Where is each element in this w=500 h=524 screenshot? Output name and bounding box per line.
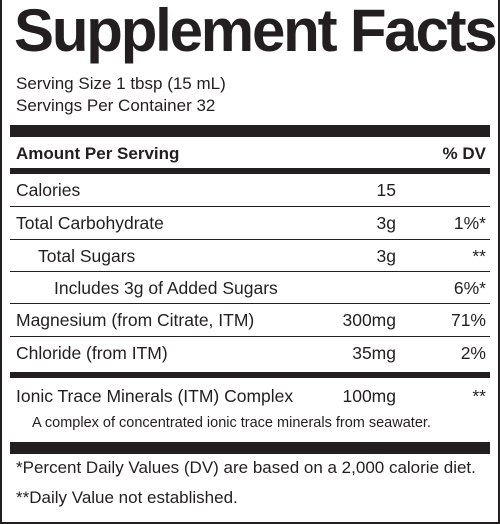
header-row: Amount Per Serving % DV xyxy=(10,138,490,170)
nutrient-row-total-sugars: Total Sugars 3g ** xyxy=(10,240,490,272)
nutrient-name: Total Carbohydrate xyxy=(16,213,164,233)
nutrient-row-total-carbohydrate: Total Carbohydrate 3g 1%* xyxy=(10,207,490,239)
thick-divider xyxy=(10,442,490,454)
dv-header-label: % DV xyxy=(442,144,486,163)
row-divider xyxy=(10,336,490,337)
medium-divider xyxy=(10,372,490,378)
nutrient-amount: 300mg xyxy=(342,310,396,330)
nutrient-dv: 1%* xyxy=(453,213,486,233)
nutrient-name: Magnesium (from Citrate, ITM) xyxy=(16,310,255,330)
amount-per-serving-label: Amount Per Serving xyxy=(16,144,180,163)
row-divider xyxy=(10,206,490,207)
nutrient-dv: 71% xyxy=(450,310,486,330)
nutrient-amount: 35mg xyxy=(352,343,396,363)
row-divider xyxy=(10,239,490,240)
complex-amount: 100mg xyxy=(342,386,396,406)
nutrient-dv: 6%* xyxy=(453,278,486,298)
serving-size: Serving Size 1 tbsp (15 mL) xyxy=(16,74,226,93)
complex-name: Ionic Trace Minerals (ITM) Complex xyxy=(16,386,294,406)
nutrient-dv: ** xyxy=(472,246,486,266)
row-divider xyxy=(10,271,490,272)
footnote-not-established: **Daily Value not established. xyxy=(16,488,238,507)
nutrient-row-magnesium: Magnesium (from Citrate, ITM) 300mg 71% xyxy=(10,304,490,336)
panel-title: Supplement Facts xyxy=(14,0,498,64)
nutrient-row-itm-complex: Ionic Trace Minerals (ITM) Complex 100mg… xyxy=(10,380,490,412)
footnote-daily-value: *Percent Daily Values (DV) are based on … xyxy=(16,458,476,477)
row-divider xyxy=(10,303,490,304)
nutrient-row-added-sugars: Includes 3g of Added Sugars 6%* xyxy=(10,272,490,304)
nutrient-dv: 2% xyxy=(460,343,486,363)
servings-per-container: Servings Per Container 32 xyxy=(16,96,216,115)
nutrient-name: Total Sugars xyxy=(38,246,136,266)
nutrient-name: Calories xyxy=(16,180,81,200)
nutrient-name: Chloride (from ITM) xyxy=(16,343,168,363)
thick-divider xyxy=(10,125,490,137)
nutrient-name: Includes 3g of Added Sugars xyxy=(54,278,278,298)
complex-dv: ** xyxy=(472,386,486,406)
nutrient-amount: 15 xyxy=(376,180,396,200)
medium-divider xyxy=(10,168,490,174)
nutrient-amount: 3g xyxy=(376,213,396,233)
nutrient-row-calories: Calories 15 xyxy=(10,174,490,206)
complex-description: A complex of concentrated ionic trace mi… xyxy=(32,415,431,431)
nutrient-row-chloride: Chloride (from ITM) 35mg 2% xyxy=(10,337,490,369)
nutrient-amount: 3g xyxy=(376,246,396,266)
